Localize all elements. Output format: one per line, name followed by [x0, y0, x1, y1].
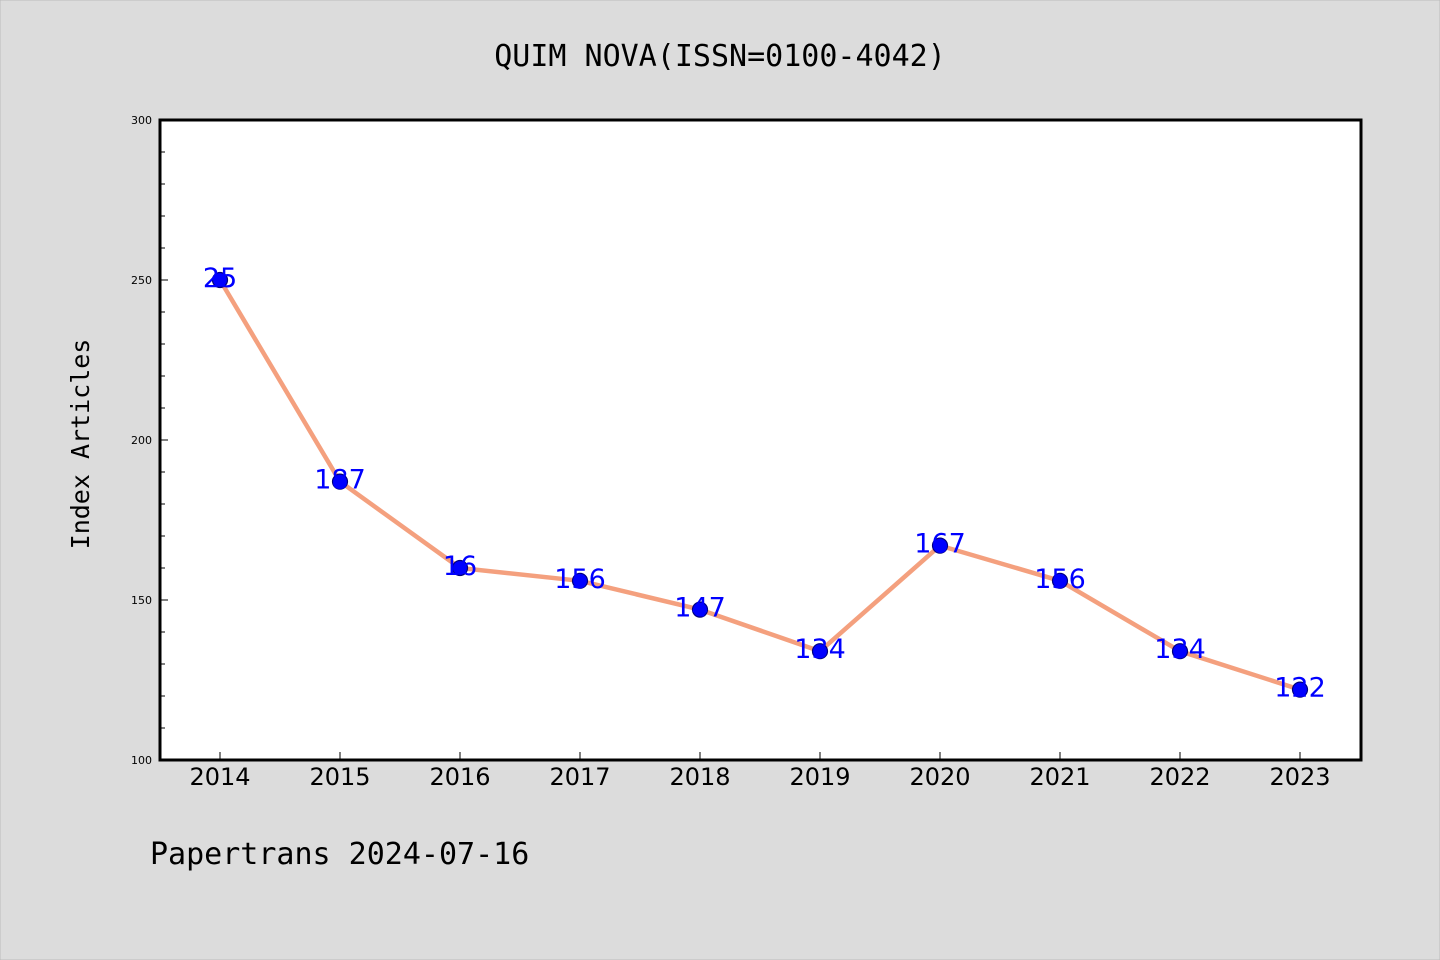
data-label: 147: [674, 593, 726, 624]
x-tick-label: 2014: [189, 763, 250, 791]
y-tick-label: 200: [131, 434, 152, 447]
footer-text: Papertrans 2024-07-16: [150, 837, 529, 872]
point-labels: 25 187 16 156 147 134 167 156 134 122: [203, 263, 1326, 704]
data-label: 156: [1034, 564, 1086, 595]
x-tick-label: 2016: [429, 763, 490, 791]
x-tick-label: 2018: [669, 763, 730, 791]
chart-title: QUIM NOVA(ISSN=0100-4042): [494, 39, 946, 74]
y-axis-label: Index Articles: [66, 339, 95, 550]
data-point: [571, 572, 589, 589]
x-tick-label: 2021: [1029, 763, 1090, 791]
data-point: [931, 537, 949, 554]
y-tick-label: 250: [131, 274, 152, 287]
series-markers: [211, 271, 1309, 698]
x-tick-label: 2022: [1149, 763, 1210, 791]
data-point: [811, 643, 829, 660]
x-tick-label: 2023: [1269, 763, 1330, 791]
x-axis: 2014 2015 2016 2017 2018 2019 2020 2021 2022 2023: [189, 752, 1331, 791]
series-line: [217, 277, 1303, 692]
x-tick-label: 2017: [549, 763, 610, 791]
series-line-group: [217, 277, 1303, 692]
data-label: 134: [1154, 634, 1206, 665]
data-label: 156: [554, 564, 606, 595]
data-label: 187: [314, 465, 366, 496]
data-label: 25: [203, 263, 237, 294]
plot-frame: [158, 118, 1363, 762]
data-label: 134: [794, 634, 846, 665]
y-tick-label: 300: [131, 114, 152, 127]
x-tick-label: 2020: [909, 763, 970, 791]
data-point: [211, 271, 229, 289]
y-tick-label: 150: [131, 594, 152, 607]
data-label: 122: [1274, 673, 1326, 704]
plot-area: [160, 120, 1361, 760]
y-tick-label: 100: [131, 754, 152, 767]
data-point: [1051, 572, 1069, 589]
x-tick-label: 2019: [789, 763, 850, 791]
data-point: [451, 559, 469, 577]
data-label: 16: [443, 551, 477, 582]
data-point: [331, 473, 349, 490]
data-label: 167: [914, 529, 966, 560]
data-point: [1291, 681, 1309, 698]
x-tick-label: 2015: [309, 763, 370, 791]
data-point: [691, 601, 709, 618]
data-point: [1171, 643, 1189, 660]
